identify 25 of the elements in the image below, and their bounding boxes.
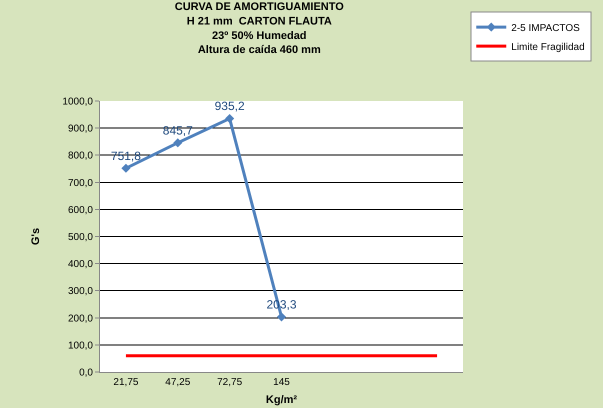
y-tick-label: 900,0 <box>68 124 94 135</box>
y-tick-label: 500,0 <box>68 232 94 243</box>
y-tick-label: 700,0 <box>68 178 94 189</box>
x-tick-label: 47,25 <box>165 377 191 388</box>
legend-label: 2-5 IMPACTOS <box>511 22 580 34</box>
y-tick-label: 400,0 <box>68 259 94 270</box>
chart-title: CURVA DE AMORTIGUAMIENTO H 21 mm CARTON FLAUTA 23º 50% Humedad Altura de caída 460 mm <box>174 1 344 56</box>
point <box>276 312 286 322</box>
data-label: 935,2 <box>214 99 245 114</box>
y-tick-label: 100,0 <box>68 340 94 352</box>
x-tick-label: 145 <box>273 377 290 388</box>
y-tick-label: 800,0 <box>68 150 94 162</box>
y-tick-label: 1000,0 <box>62 96 94 108</box>
x-tick-label: 21,75 <box>113 377 139 388</box>
y-tick-label: 200,0 <box>68 313 94 324</box>
point <box>121 164 130 173</box>
point <box>225 114 234 124</box>
y-tick-label: 300,0 <box>68 286 94 298</box>
y-tick-label: 600,0 <box>68 204 94 216</box>
x-axis-title: Kg/m² <box>266 394 298 406</box>
y-tick-label: 0,0 <box>79 368 94 378</box>
y-axis-title: G's <box>30 228 42 246</box>
x-tick-label: 72,75 <box>217 377 243 388</box>
point <box>173 138 182 148</box>
legend-label: Limite Fragilidad <box>511 42 585 53</box>
